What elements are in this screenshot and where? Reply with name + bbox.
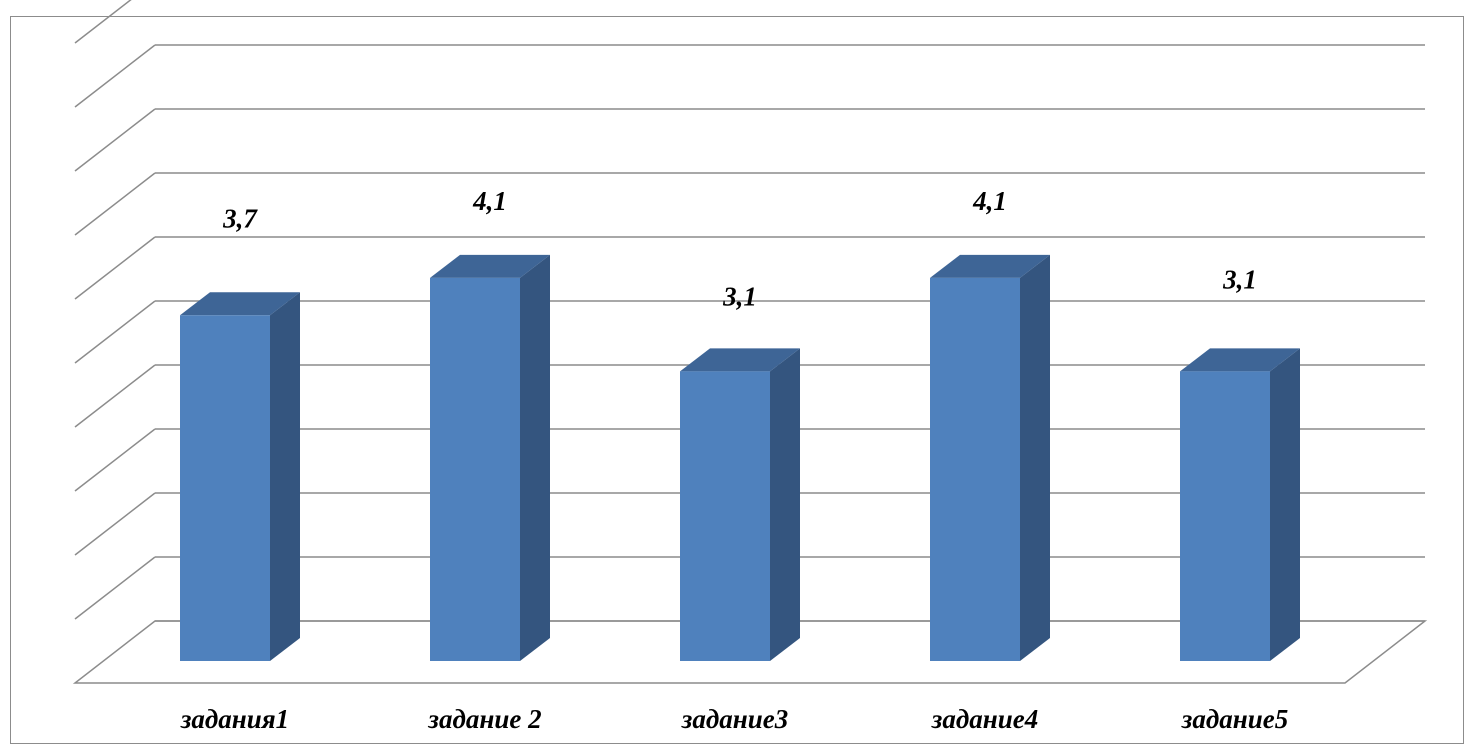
bar-front	[180, 315, 270, 661]
bar-side	[1270, 348, 1300, 661]
bar-top	[1180, 348, 1300, 372]
data-label: 3,1	[722, 281, 757, 311]
side-wall-line	[74, 428, 156, 492]
bar-side	[1020, 254, 1050, 661]
side-wall-line	[74, 492, 156, 556]
data-labels: 3,7 4,1 3,1 4,1 3,1	[222, 186, 1257, 311]
bar-side	[520, 254, 550, 661]
data-label: 3,1	[1222, 264, 1257, 294]
side-wall-line	[74, 300, 156, 364]
data-label: 4,1	[972, 186, 1007, 216]
bar-front	[1180, 371, 1270, 661]
category-label: задание 2	[427, 704, 541, 734]
bar	[680, 348, 800, 661]
category-label: задание5	[1181, 704, 1288, 734]
category-label: задание3	[681, 704, 788, 734]
category-label: задание4	[931, 704, 1038, 734]
bar-front	[930, 277, 1020, 661]
bar-top	[930, 254, 1050, 278]
side-wall-line	[74, 44, 156, 108]
side-wall-line	[74, 236, 156, 300]
bar-front	[680, 371, 770, 661]
bar	[180, 292, 300, 661]
bar-top	[430, 254, 550, 278]
bar-front	[430, 277, 520, 661]
category-label: задания1	[180, 704, 289, 734]
data-label: 3,7	[222, 203, 258, 233]
side-wall-line	[74, 556, 156, 620]
data-label: 4,1	[472, 186, 507, 216]
bar-top	[680, 348, 800, 372]
bar-top	[180, 292, 300, 316]
side-wall-line	[74, 108, 156, 172]
side-wall-line	[74, 0, 132, 44]
bar	[930, 254, 1050, 661]
bars	[180, 254, 1300, 661]
bar-side	[770, 348, 800, 661]
category-labels: задания1 задание 2 задание3 задание4 задание…	[180, 704, 1288, 734]
bar	[430, 254, 550, 661]
side-wall-line	[74, 172, 156, 236]
bar-side	[270, 292, 300, 661]
side-wall-line	[74, 364, 156, 428]
bar	[1180, 348, 1300, 661]
